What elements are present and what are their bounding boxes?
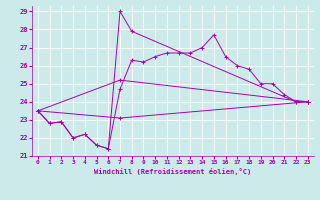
X-axis label: Windchill (Refroidissement éolien,°C): Windchill (Refroidissement éolien,°C) [94, 168, 252, 175]
